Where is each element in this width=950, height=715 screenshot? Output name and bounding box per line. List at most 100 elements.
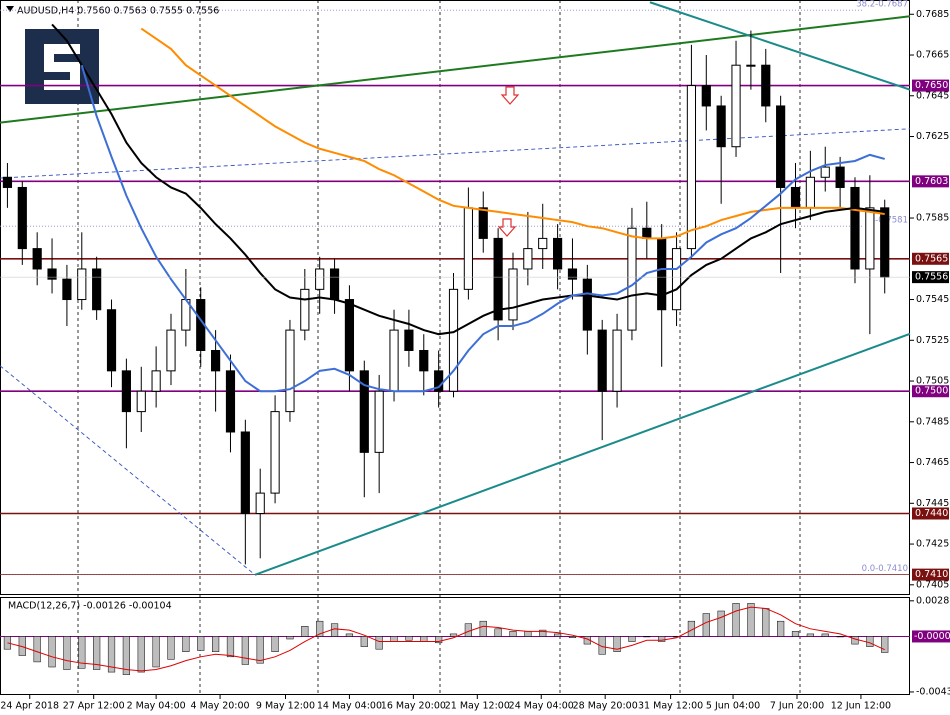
macd-bar [345, 633, 354, 637]
trendline [0, 128, 911, 179]
price-tag: 0.7603 [912, 175, 949, 188]
trendline [0, 15, 911, 124]
x-tick-label: 16 May 20:00 [381, 701, 446, 712]
arrows [497, 86, 520, 237]
candle-body [523, 248, 533, 270]
x-tick-label: 5 Jun 04:00 [706, 701, 760, 712]
price-tag-label: 0.7500 [915, 386, 948, 397]
price-tag-box [912, 175, 949, 188]
candle-body [77, 268, 87, 301]
macd-bar [226, 636, 235, 658]
x-tick-label: 2 May 04:00 [127, 701, 186, 712]
macd-bar [212, 636, 220, 652]
macd-bar [494, 628, 502, 637]
macd-bar [881, 636, 889, 653]
macd-bar [613, 636, 621, 652]
macd-bar [732, 603, 740, 637]
macd-bar [806, 633, 814, 637]
candle-body [865, 207, 875, 270]
candle-body [582, 278, 592, 331]
price-tag: 0.7410 [912, 568, 949, 581]
chart-title: AUDUSD,H4 0.7560 0.7563 0.7555 0.7556 [17, 6, 219, 17]
macd-bar [286, 636, 294, 640]
candle-body [434, 370, 444, 392]
candle-body [2, 176, 13, 188]
candle-body [448, 288, 459, 392]
macd-bar [93, 636, 101, 670]
sell-arrow [500, 86, 520, 105]
macd-bar [256, 636, 264, 664]
candle-body [880, 207, 890, 278]
x-tick-label: 4 May 20:00 [191, 701, 250, 712]
candle-body [805, 176, 815, 209]
macd-bar [78, 636, 86, 669]
macd-bar [375, 636, 383, 650]
macd-bar [791, 631, 800, 637]
moving-average [51, 23, 885, 336]
period-separators [77, 0, 801, 695]
candle-body [701, 85, 711, 107]
macd-bar [182, 636, 190, 652]
macd-zero-label: -0.00000 [914, 631, 950, 642]
macd-bar [405, 636, 413, 641]
candle-body [850, 186, 860, 270]
macd-bar [137, 636, 145, 673]
price-tag-box [912, 568, 949, 581]
macd-bar [152, 636, 160, 668]
macd-bar [568, 636, 577, 638]
candle-body [106, 309, 117, 372]
macd-bar [866, 636, 874, 647]
price-tag-box [912, 271, 949, 284]
macd-bar [122, 636, 130, 675]
macd-bar [762, 608, 770, 637]
macd-bar [702, 613, 710, 637]
candle-body [255, 492, 265, 514]
macd-bar [48, 636, 56, 668]
candle-body [62, 278, 72, 301]
price-tag-box [912, 385, 949, 398]
candle-body [776, 105, 786, 188]
trendline [0, 365, 256, 576]
macd-zero-box [912, 630, 950, 643]
macd-signal [7, 606, 885, 672]
price-tag-label: 0.7650 [915, 80, 948, 91]
candle-body [478, 207, 488, 239]
candle-body [567, 268, 578, 280]
candle-body [240, 431, 250, 514]
candle-body [151, 370, 161, 392]
macd-label: MACD(12,26,7) -0.00126 -0.00104 [8, 601, 172, 612]
y-tick-label: 0.7445 [916, 498, 949, 509]
macd-bar [360, 636, 368, 647]
candle-body [285, 329, 295, 413]
y-tick-label: 0.7665 [916, 50, 949, 61]
y-tick-label: 0.7525 [916, 335, 949, 346]
candle-body [627, 227, 637, 331]
price-tag-label: 0.7603 [915, 176, 948, 187]
macd-bar [851, 636, 859, 645]
y-tick-label: 0.7485 [916, 416, 949, 427]
macd-bar [836, 636, 844, 638]
candle-body [553, 237, 563, 270]
candle-body [419, 349, 429, 372]
fib-label: 38.2-0.7687 [856, 0, 908, 10]
candle-body [671, 248, 682, 311]
x-tick-label: 31 May 12:00 [638, 701, 703, 712]
price-tag-label: 0.7565 [915, 253, 948, 264]
macd-panel [0, 597, 910, 695]
macd-bar [316, 620, 324, 637]
candle-body [389, 329, 399, 392]
macd-bar [449, 633, 458, 637]
candle-body [344, 299, 355, 372]
macd-bar [435, 636, 443, 644]
candle-body [761, 64, 771, 107]
price-tag-label: 0.7440 [915, 508, 948, 519]
candle-body [166, 329, 176, 372]
price-tag-label: 0.7410 [915, 569, 948, 580]
price-tag: 0.7500 [912, 385, 949, 398]
macd-bar [167, 636, 175, 660]
x-tick-label: 24 May 04:00 [509, 701, 574, 712]
x-tick-label: 24 Apr 2018 [0, 701, 59, 712]
candle-body [612, 329, 622, 392]
